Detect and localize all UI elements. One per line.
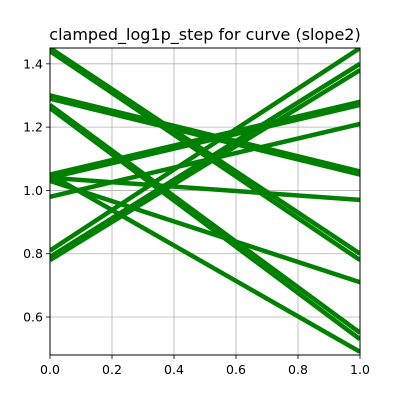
series-line-8 [50,102,360,180]
x-tick-label: 0.0 [40,362,60,377]
series-group [50,48,360,354]
x-tick-label: 0.4 [164,362,184,377]
ticks: 0.0 0.2 0.4 0.6 0.8 1.0 0.6 0.8 1.0 1.2 1.4 [23,56,370,377]
series-line-11 [50,178,360,285]
series-line-6 [50,106,360,341]
y-tick-label: 1.0 [23,183,43,198]
series-line-9 [50,175,360,203]
y-tick-label: 0.6 [23,310,43,325]
x-tick-label: 0.2 [102,362,122,377]
axes-frame [49,47,361,356]
y-tick-label: 1.2 [23,120,43,135]
x-tick-label: 1.0 [350,362,370,377]
series-line-10 [50,172,360,354]
x-tick-label: 0.6 [226,362,246,377]
series-line-14 [50,61,360,259]
series-line-3 [50,93,360,174]
y-tick-label: 0.8 [23,246,43,261]
chart-title: clamped_log1p_step for curve (slope2) [49,25,360,45]
y-tick-label: 1.4 [23,56,43,71]
series-line-7 [50,99,360,177]
series-line-2 [50,49,360,262]
x-tick-label: 0.8 [288,362,308,377]
series-line-5 [50,103,360,335]
series-line-13 [50,48,360,253]
series-line-15 [50,68,360,262]
